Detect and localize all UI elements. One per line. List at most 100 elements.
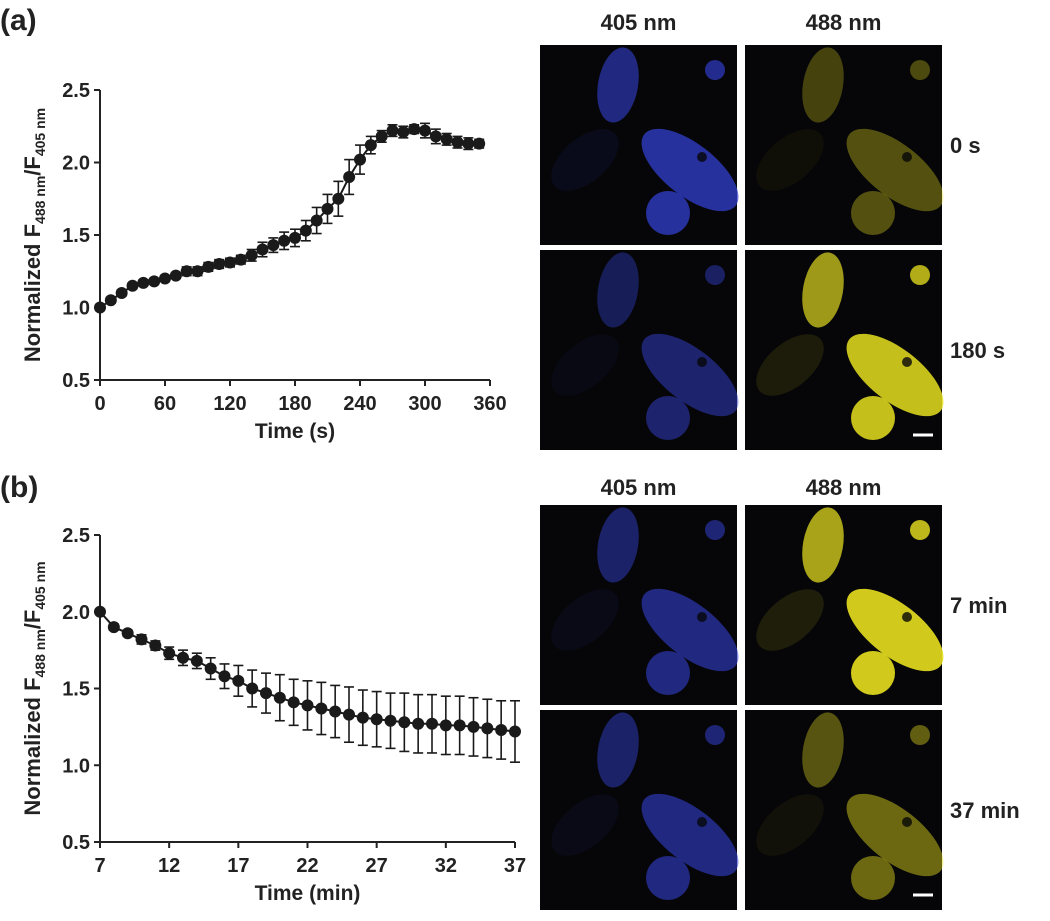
data-point <box>398 716 411 729</box>
data-point <box>190 654 203 667</box>
data-point <box>256 243 269 256</box>
data-point <box>310 214 323 227</box>
micrograph-bg <box>540 250 737 450</box>
x-tick-label: 60 <box>154 393 176 415</box>
y-axis-title-part: 488 nm <box>32 629 48 677</box>
data-point <box>177 651 189 664</box>
data-point <box>121 627 134 640</box>
data-point <box>343 171 356 183</box>
cell <box>551 129 619 191</box>
micrograph <box>745 250 944 450</box>
data-point <box>246 682 259 695</box>
cell <box>705 725 725 745</box>
micrograph-bg <box>540 505 737 705</box>
y-axis-title-part: /F <box>20 610 45 630</box>
data-point <box>429 130 442 143</box>
data-point <box>364 139 377 152</box>
x-axis-title: Time (s) <box>255 420 335 443</box>
cell <box>646 396 690 440</box>
y-axis-title-part: 405 nm <box>32 108 48 156</box>
data-point <box>169 269 182 282</box>
y-tick-label: 2.0 <box>62 602 90 624</box>
micrograph-bg <box>540 710 737 910</box>
cell <box>802 507 844 583</box>
data-point <box>267 239 280 252</box>
cell <box>851 191 895 235</box>
row-label: 180 s <box>950 338 1005 363</box>
cell <box>910 520 930 540</box>
data-point <box>94 605 106 618</box>
row-label: 37 min <box>950 798 1020 823</box>
data-point <box>278 234 291 247</box>
data-point <box>224 256 236 269</box>
nucleus <box>902 357 912 367</box>
data-point <box>163 647 176 660</box>
data-point <box>137 276 150 289</box>
data-point <box>354 153 366 166</box>
data-point <box>273 691 286 704</box>
data-point <box>384 714 397 727</box>
data-point <box>375 130 388 143</box>
cell <box>646 191 690 235</box>
y-axis-title-part: /F <box>20 156 45 176</box>
data-point <box>135 633 148 646</box>
micrograph <box>540 710 739 910</box>
data-point <box>301 699 314 712</box>
cell <box>851 396 895 440</box>
y-axis-title: Normalized F488 nm/F405 nm <box>20 561 48 815</box>
x-tick-label: 180 <box>278 393 311 415</box>
data-point <box>386 124 399 137</box>
data-point <box>321 202 334 215</box>
y-tick-label: 0.5 <box>62 832 90 854</box>
cell <box>802 47 844 123</box>
y-axis-title-part: 405 nm <box>32 561 48 609</box>
y-axis-title-part: Normalized F <box>20 677 45 815</box>
x-tick-label: 17 <box>227 855 249 877</box>
data-point <box>343 708 355 721</box>
data-point <box>159 272 171 285</box>
cell <box>641 128 739 212</box>
row-label: 7 min <box>950 593 1007 618</box>
data-point <box>299 224 312 237</box>
data-point <box>148 275 161 288</box>
data-point <box>245 249 258 262</box>
panel-label: (a) <box>0 4 37 37</box>
data-point <box>260 687 272 700</box>
micrograph <box>540 250 739 450</box>
micrograph <box>745 505 944 705</box>
cell <box>597 252 639 328</box>
data-point <box>481 722 494 735</box>
cell <box>597 712 639 788</box>
cell <box>705 520 725 540</box>
y-axis-title: Normalized F488 nm/F405 nm <box>20 108 48 362</box>
cell <box>910 725 930 745</box>
cell <box>705 60 725 80</box>
x-tick-label: 12 <box>158 855 180 877</box>
cell <box>641 333 739 417</box>
data-point <box>204 662 217 675</box>
data-point <box>412 717 425 730</box>
data-point <box>115 287 128 299</box>
cell <box>597 507 639 583</box>
data-point <box>218 670 231 683</box>
nucleus <box>902 612 912 622</box>
x-tick-label: 0 <box>94 393 105 415</box>
micrograph-bg <box>745 710 942 910</box>
data-point <box>329 705 342 718</box>
y-tick-label: 1.0 <box>62 755 90 777</box>
data-point <box>149 639 162 652</box>
data-point <box>509 725 521 738</box>
column-label: 405 nm <box>601 10 677 35</box>
micrograph <box>745 710 944 910</box>
cell <box>551 794 619 856</box>
data-point <box>289 231 301 244</box>
y-axis-title-part: Normalized F <box>20 224 45 362</box>
y-axis-title-part: 488 nm <box>32 176 48 224</box>
data-point <box>315 702 328 715</box>
column-label: 405 nm <box>601 475 677 500</box>
x-tick-label: 27 <box>366 855 388 877</box>
micrograph <box>540 45 739 245</box>
cell <box>851 856 895 900</box>
nucleus <box>902 152 912 162</box>
